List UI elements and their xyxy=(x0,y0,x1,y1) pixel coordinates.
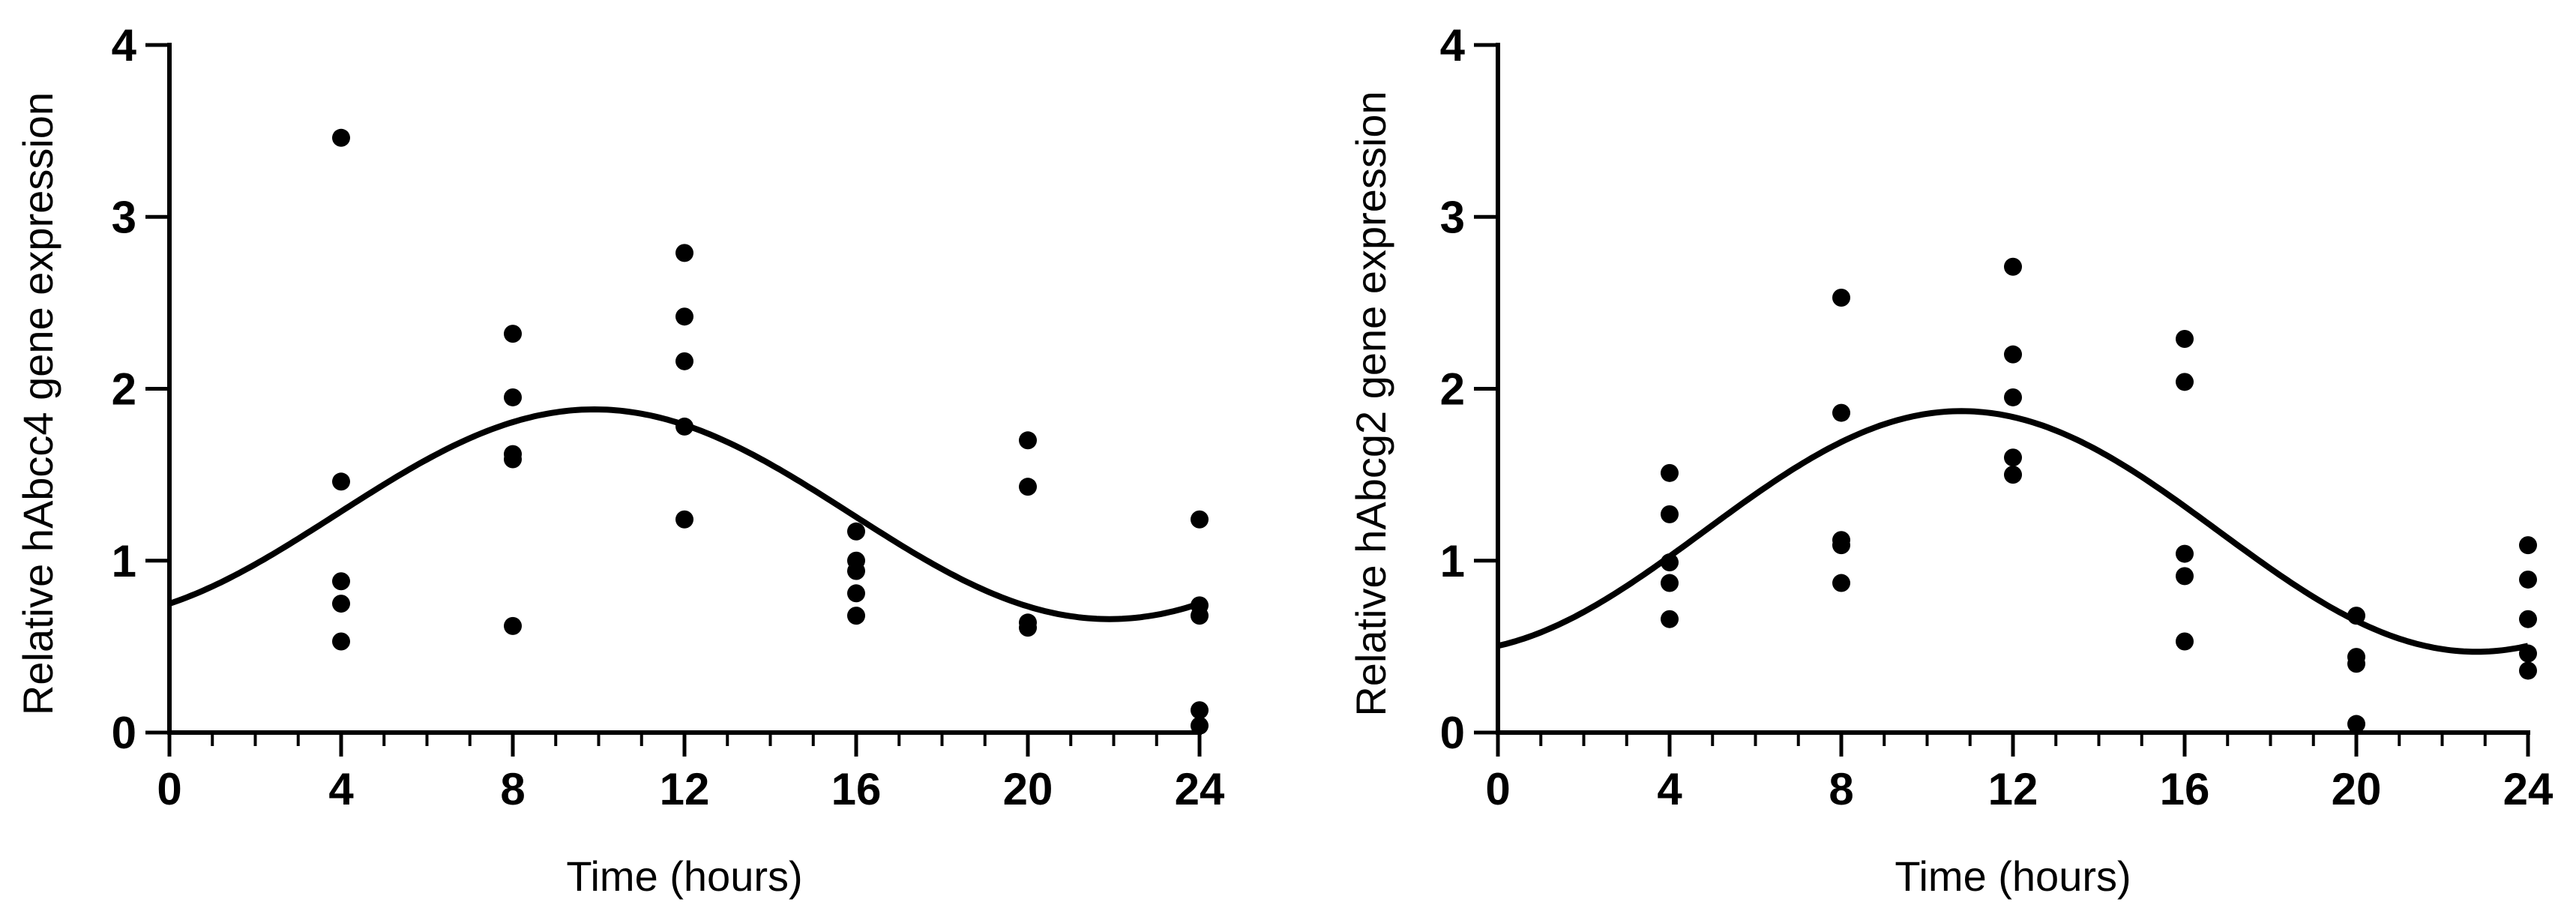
y-tick-label: 1 xyxy=(112,536,136,586)
data-point xyxy=(1191,607,1209,625)
x-tick-label: 16 xyxy=(2160,764,2210,814)
data-point xyxy=(1019,478,1037,496)
x-tick-label: 8 xyxy=(1829,764,1853,814)
data-point xyxy=(2347,715,2365,733)
data-point xyxy=(1661,553,1679,572)
data-point xyxy=(2004,466,2022,484)
y-tick-label: 1 xyxy=(1440,536,1465,586)
x-tick-label: 4 xyxy=(328,764,354,814)
data-point xyxy=(2347,607,2365,625)
data-point xyxy=(675,352,693,370)
x-tick-label: 20 xyxy=(1003,764,1053,814)
y-tick-label: 2 xyxy=(112,364,136,415)
data-point xyxy=(847,562,865,580)
data-point xyxy=(2519,644,2537,663)
data-point xyxy=(2347,655,2365,673)
x-tick-label: 24 xyxy=(1175,764,1225,814)
y-tick-label: 4 xyxy=(1440,20,1466,70)
data-point xyxy=(847,584,865,603)
x-tick-label: 0 xyxy=(157,764,181,814)
data-point xyxy=(332,472,350,491)
data-point xyxy=(2519,610,2537,628)
data-point xyxy=(2004,257,2022,276)
data-point xyxy=(2519,536,2537,555)
data-point xyxy=(1832,536,1850,555)
data-point xyxy=(2004,388,2022,406)
y-tick-label: 3 xyxy=(112,192,136,242)
data-point xyxy=(2176,544,2194,563)
y-tick-label: 2 xyxy=(1440,364,1465,415)
x-tick-label: 0 xyxy=(1485,764,1510,814)
data-point xyxy=(504,450,522,469)
y-axis-title: Relative hAbcc4 gene expression xyxy=(14,92,61,715)
data-point xyxy=(675,417,693,436)
data-point xyxy=(2519,570,2537,589)
data-point xyxy=(2004,448,2022,467)
y-tick-label: 0 xyxy=(1440,708,1465,758)
data-point xyxy=(504,388,522,406)
y-tick-label: 3 xyxy=(1440,192,1465,242)
x-tick-label: 12 xyxy=(660,764,710,814)
data-point xyxy=(1832,288,1850,307)
x-tick-label: 20 xyxy=(2332,764,2382,814)
data-point xyxy=(332,572,350,591)
data-point xyxy=(675,510,693,529)
data-point xyxy=(1019,431,1037,450)
data-point xyxy=(1191,716,1209,735)
data-point xyxy=(504,616,522,635)
x-tick-label: 12 xyxy=(1988,764,2038,814)
data-point xyxy=(1832,403,1850,422)
y-tick-label: 4 xyxy=(112,20,137,70)
data-point xyxy=(2004,345,2022,364)
data-point xyxy=(675,307,693,326)
x-axis-title: Time (hours) xyxy=(1895,853,2131,900)
data-point xyxy=(675,244,693,262)
data-point xyxy=(1191,701,1209,720)
data-point xyxy=(1019,619,1037,637)
x-axis-title: Time (hours) xyxy=(566,853,802,900)
data-point xyxy=(2519,661,2537,680)
data-point xyxy=(1661,505,1679,523)
data-point xyxy=(1832,574,1850,592)
x-tick-label: 4 xyxy=(1657,764,1682,814)
data-point xyxy=(332,128,350,147)
data-point xyxy=(504,325,522,343)
data-point xyxy=(1661,610,1679,628)
data-point xyxy=(332,595,350,613)
data-point xyxy=(1191,510,1209,529)
data-point xyxy=(1661,463,1679,482)
data-point xyxy=(847,522,865,541)
x-tick-label: 24 xyxy=(2503,764,2554,814)
data-point xyxy=(2176,330,2194,349)
y-axis-title: Relative hAbcg2 gene expression xyxy=(1347,91,1394,716)
data-point xyxy=(1661,574,1679,592)
fit-curve xyxy=(1497,408,2529,655)
x-tick-label: 16 xyxy=(831,764,882,814)
data-point xyxy=(2176,632,2194,651)
y-tick-label: 0 xyxy=(112,708,136,758)
x-tick-label: 8 xyxy=(500,764,525,814)
data-point xyxy=(2176,567,2194,586)
data-point xyxy=(332,632,350,651)
data-point xyxy=(2176,373,2194,391)
data-point xyxy=(847,607,865,625)
